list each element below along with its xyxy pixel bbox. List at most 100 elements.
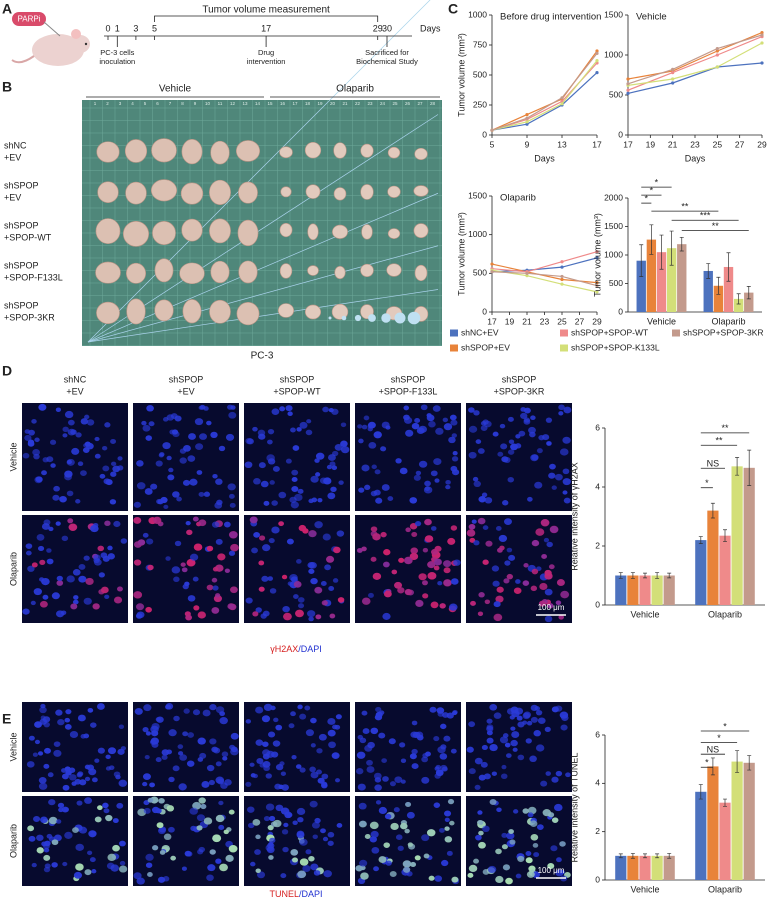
x-tick-label: 17 [487, 316, 497, 326]
nucleus [197, 849, 204, 855]
stained-nucleus [424, 535, 434, 543]
nucleus [297, 603, 305, 609]
nucleus [382, 612, 391, 620]
nucleus [182, 479, 191, 486]
nucleus [28, 429, 35, 436]
stained-nucleus [67, 518, 74, 524]
ruler-number: 14 [255, 101, 261, 106]
row-label: shSPOP [4, 300, 39, 310]
column-label: +SPOP-3KR [494, 386, 545, 396]
nucleus [506, 547, 513, 553]
nucleus [296, 807, 306, 816]
nucleus [145, 862, 153, 868]
nucleus [550, 845, 558, 852]
nucleus [165, 703, 174, 710]
significance-label: ** [715, 436, 723, 446]
stained-nucleus [427, 561, 436, 569]
tumor [236, 140, 260, 162]
error-bar [723, 798, 727, 807]
nucleus [230, 732, 239, 740]
stained-nucleus [443, 579, 452, 587]
nucleus [119, 860, 126, 866]
nucleus [278, 784, 284, 790]
nucleus [395, 834, 403, 840]
tumor [280, 186, 292, 198]
nucleus [480, 425, 488, 431]
nucleus [168, 729, 177, 737]
legend-swatch [672, 329, 680, 337]
nucleus [559, 448, 569, 456]
nucleus [326, 464, 332, 470]
y-tick-label: 0 [482, 306, 487, 316]
nucleus [263, 815, 270, 822]
nucleus [506, 753, 512, 759]
nucleus [307, 610, 316, 618]
bar [663, 855, 675, 880]
nucleus [562, 478, 571, 486]
micrograph [133, 515, 239, 623]
nucleus [143, 704, 152, 712]
nucleus [215, 538, 223, 545]
nucleus [553, 803, 563, 812]
nucleus [145, 853, 154, 861]
tumor [210, 140, 230, 165]
nucleus [497, 451, 504, 457]
nucleus [35, 476, 43, 483]
stained-nucleus [39, 600, 48, 608]
nucleus [72, 569, 81, 576]
nucleus [168, 467, 174, 473]
significance-label: * [723, 721, 727, 731]
nucleus [450, 578, 459, 585]
stained-nucleus [198, 797, 206, 804]
nucleus [162, 876, 170, 882]
nucleus [228, 493, 235, 499]
nucleus [63, 807, 70, 812]
nucleus [559, 711, 569, 719]
nucleus [323, 870, 332, 878]
nucleus [563, 497, 571, 504]
event-label: inoculation [99, 57, 135, 66]
tumor [209, 218, 231, 244]
nucleus [55, 521, 61, 526]
nucleus [267, 428, 275, 435]
significance-label: * [645, 193, 649, 203]
stained-nucleus [133, 559, 142, 566]
nucleus [336, 823, 343, 828]
significance-label: * [717, 733, 721, 743]
nucleus [200, 804, 207, 809]
nucleus [477, 810, 483, 815]
row-label: +SPOP-3KR [4, 312, 55, 322]
nucleus [510, 739, 518, 747]
series-point [760, 41, 764, 45]
stain-part: /DAPI [298, 644, 322, 654]
nucleus [510, 726, 516, 731]
nucleus [55, 709, 63, 716]
nucleus [381, 484, 390, 491]
series-point [525, 274, 529, 278]
series-line [491, 271, 598, 287]
tumor [126, 298, 146, 325]
group-label: Olaparib [336, 84, 374, 95]
stained-nucleus [291, 857, 298, 863]
nucleus [328, 586, 335, 591]
nucleus [195, 443, 204, 451]
nucleus [269, 480, 275, 485]
nucleus [70, 603, 78, 610]
nucleus [148, 421, 155, 427]
y-tick-label: 1500 [604, 221, 623, 231]
nucleus [314, 586, 323, 594]
nucleus [501, 832, 508, 838]
column-label: +EV [177, 386, 194, 396]
nucleus [183, 708, 190, 714]
nucleus [228, 411, 237, 419]
micrograph [355, 796, 461, 886]
nucleus [255, 706, 264, 714]
nucleus [475, 834, 482, 841]
panel-label: B [2, 79, 12, 95]
stained-nucleus [299, 858, 309, 866]
bar [719, 535, 731, 605]
nucleus [212, 585, 219, 591]
nucleus [211, 577, 218, 583]
y-axis-label: Tumor volume (mm³) [456, 212, 466, 296]
